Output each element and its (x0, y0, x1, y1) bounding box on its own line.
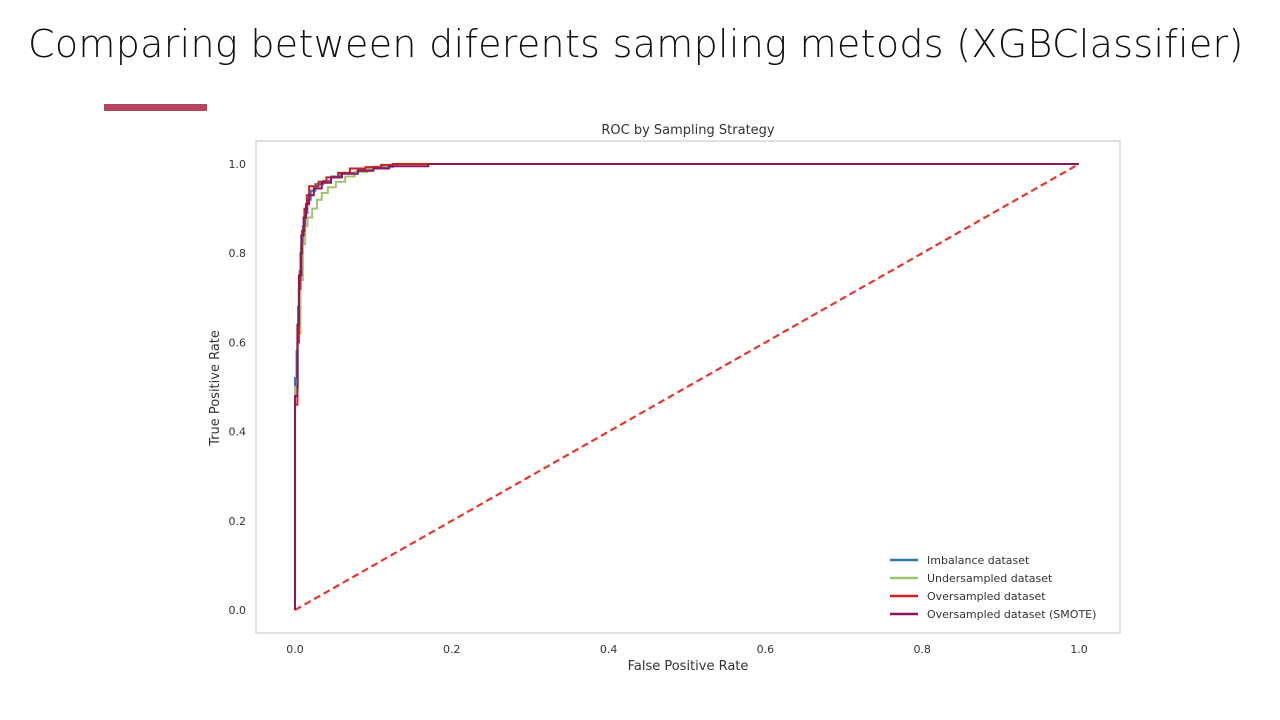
x-tick-label: 0.8 (913, 643, 931, 656)
title-accent-bar (104, 104, 207, 111)
legend-label: Undersampled dataset (927, 572, 1053, 585)
y-tick-label: 0.4 (229, 426, 247, 439)
x-tick-label: 0.4 (600, 643, 618, 656)
chart-legend: Imbalance dataset Undersampled dataset Ove… (890, 554, 1096, 621)
x-tick-label: 0.6 (757, 643, 775, 656)
legend-label: Imbalance dataset (927, 554, 1030, 567)
x-tick-label: 0.2 (443, 643, 461, 656)
chance-baseline-line (294, 163, 1080, 611)
y-tick-label: 0.0 (229, 604, 247, 617)
chart-title: ROC by Sampling Strategy (601, 123, 775, 138)
legend-label: Oversampled dataset (927, 590, 1046, 603)
y-tick-label: 1.0 (229, 158, 247, 171)
roc-series-line-4 (294, 163, 1079, 610)
y-tick-label: 0.8 (229, 247, 247, 260)
plot-lines (294, 163, 1080, 611)
legend-label: Oversampled dataset (SMOTE) (927, 608, 1096, 621)
y-tick-label: 0.2 (229, 515, 247, 528)
x-tick-label: 0.0 (286, 643, 304, 656)
x-axis-ticks: 0.0 0.2 0.4 0.6 0.8 1.0 (286, 643, 1088, 656)
slide-title: Comparing between diferents sampling met… (28, 22, 1244, 66)
y-axis-label: True Positive Rate (208, 330, 223, 447)
x-tick-label: 1.0 (1070, 643, 1088, 656)
x-axis-label: False Positive Rate (628, 659, 749, 674)
y-tick-label: 0.6 (229, 336, 247, 349)
y-axis-ticks: 0.0 0.2 0.4 0.6 0.8 1.0 (229, 158, 247, 617)
